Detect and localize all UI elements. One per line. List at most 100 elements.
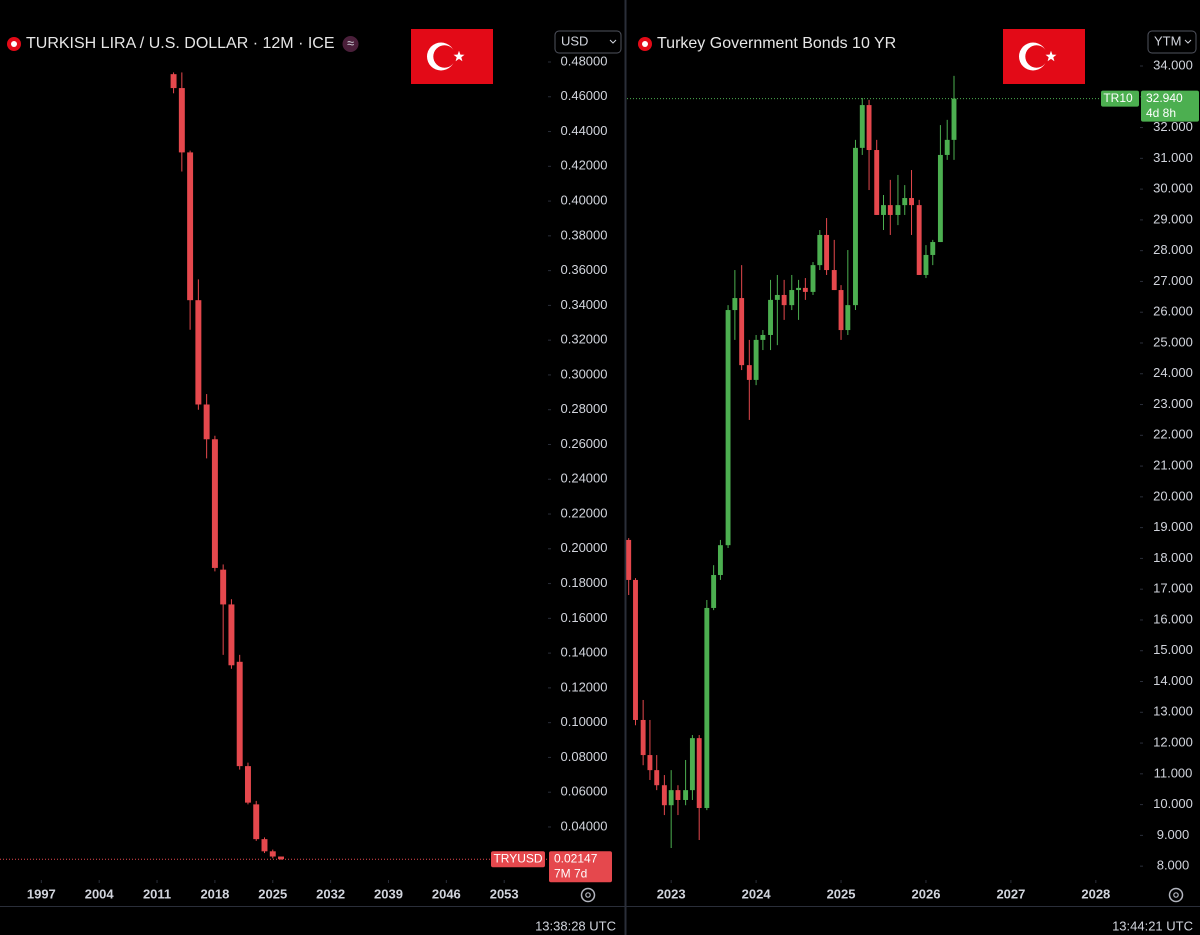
last-price-label: 0.02147 [554, 851, 598, 865]
y-tick-label: 34.000 [1153, 57, 1193, 72]
candle-body [626, 539, 632, 580]
x-tick-label: 2023 [657, 886, 686, 901]
y-tick-label: 10.000 [1153, 796, 1193, 811]
y-tick-label: 17.000 [1153, 581, 1193, 596]
candle-body [866, 105, 872, 151]
x-tick-label: 2018 [200, 886, 229, 901]
y-tick-label: 23.000 [1153, 396, 1193, 411]
last-price-tag [549, 851, 612, 883]
x-tick-label: 2026 [912, 886, 941, 901]
y-tick-label: 29.000 [1153, 211, 1193, 226]
candle-body [887, 205, 893, 215]
turkish-flag [1003, 29, 1085, 84]
candle-body [802, 287, 808, 292]
y-tick-label: 0.10000 [561, 714, 608, 729]
candle-body [675, 790, 681, 800]
x-tick-label: 2024 [742, 886, 772, 901]
y-tick-label: 24.000 [1153, 365, 1193, 380]
candle-body [831, 270, 837, 291]
x-tick-label: 1997 [27, 886, 56, 901]
unit-selector[interactable]: USD [561, 33, 588, 48]
candle-body [845, 305, 851, 331]
unit-selector[interactable]: YTM [1154, 33, 1181, 48]
unit-selector-box[interactable] [554, 30, 622, 54]
y-tick-label: 0.04000 [561, 818, 608, 833]
countdown-label: 4d 8h [1146, 106, 1176, 120]
settings-icon-core[interactable] [1173, 892, 1179, 898]
y-tick-label: 0.12000 [561, 679, 608, 694]
y-tick-label: 22.000 [1153, 427, 1193, 442]
candle-body [278, 856, 285, 860]
candle-body [269, 851, 276, 857]
candle-body [195, 300, 202, 405]
flag-crescent-inner [1025, 45, 1048, 68]
x-tick-label: 2028 [1081, 886, 1110, 901]
flag-crescent-inner [433, 45, 456, 68]
settings-icon-core[interactable] [585, 892, 591, 898]
unit-selector-box[interactable] [1147, 30, 1197, 54]
candle-body [654, 770, 660, 786]
y-tick-label: 9.000 [1157, 827, 1190, 842]
x-tick-label: 2039 [374, 886, 403, 901]
x-tick-label: 2011 [143, 886, 171, 901]
y-tick-label: 0.06000 [561, 784, 608, 799]
timestamp: 13:38:28 UTC [535, 918, 616, 933]
candle-body [220, 569, 227, 605]
y-tick-label: 32.000 [1153, 119, 1193, 134]
candle-body [838, 290, 844, 331]
y-tick-label: 0.36000 [561, 262, 608, 277]
candle-body [789, 290, 795, 306]
candle-body [170, 74, 177, 89]
x-tick-label: 2027 [996, 886, 1025, 901]
candle-body [781, 294, 787, 306]
x-tick-label: 2004 [85, 886, 115, 901]
timestamp: 13:44:21 UTC [1112, 918, 1193, 933]
countdown-label: 7M 7d [554, 866, 587, 880]
candle-body [753, 339, 759, 380]
y-tick-label: 0.38000 [561, 227, 608, 242]
y-tick-label: 0.14000 [561, 645, 608, 660]
candle-body [909, 198, 914, 206]
candle-body [916, 205, 922, 275]
y-tick-label: 16.000 [1153, 611, 1193, 626]
x-tick-label: 2053 [490, 886, 519, 901]
x-tick-label: 2025 [258, 886, 287, 901]
y-tick-label: 0.30000 [561, 366, 608, 381]
y-tick-label: 8.000 [1157, 858, 1190, 873]
y-tick-label: 26.000 [1153, 304, 1193, 319]
y-tick-label: 0.18000 [561, 575, 608, 590]
candle-body [902, 198, 908, 206]
y-tick-label: 0.22000 [561, 505, 608, 520]
last-price-symbol-tag [491, 851, 545, 868]
candle-body [923, 254, 929, 275]
candle-body [711, 575, 717, 608]
candle-body [937, 154, 943, 243]
y-tick-label: 15.000 [1153, 642, 1193, 657]
y-tick-label: 0.42000 [561, 158, 608, 173]
candle-body [244, 766, 251, 803]
y-tick-label: 0.26000 [561, 436, 608, 451]
y-tick-label: 0.24000 [561, 471, 608, 486]
settings-icon[interactable] [1168, 887, 1184, 903]
unit-selector-caret[interactable] [1184, 39, 1192, 44]
y-tick-label: 0.08000 [561, 749, 608, 764]
candle-body [874, 150, 880, 215]
y-tick-label: 30.000 [1153, 181, 1193, 196]
candle-body [178, 88, 185, 153]
settings-icon[interactable] [580, 887, 596, 903]
candle-body [824, 234, 830, 271]
y-tick-label: 12.000 [1153, 734, 1193, 749]
candle-body [236, 661, 243, 767]
candle-body [668, 790, 674, 806]
x-tick-label: 2032 [316, 886, 345, 901]
unit-selector-caret[interactable] [609, 39, 617, 44]
chart-title: Turkey Government Bonds 10 YR [657, 35, 896, 52]
last-price-symbol: TR10 [1103, 91, 1133, 105]
candle-body [774, 294, 780, 300]
candle-body [689, 738, 695, 791]
y-tick-label: 0.40000 [561, 193, 608, 208]
y-tick-label: 0.16000 [561, 610, 608, 625]
candle-body [881, 205, 886, 215]
